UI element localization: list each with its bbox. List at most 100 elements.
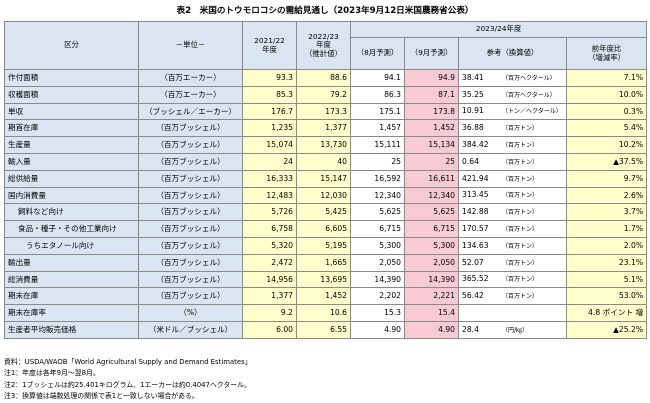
value-sep-forecast: 14,390 bbox=[404, 270, 459, 289]
table-header: 区分 －単位－ 2021/22 年度 2022/23 年度 （推計値） 2023… bbox=[4, 21, 648, 70]
value-2022: 6.55 bbox=[296, 320, 351, 339]
value-aug-forecast: 86.3 bbox=[350, 85, 405, 104]
converted-unit: （百万トン） bbox=[502, 276, 539, 284]
header-2021: 2021/22 年度 bbox=[242, 21, 297, 70]
note-2: 注2：1ブッシェルは約25.401キログラム、1エーカーは約0.4047ヘクター… bbox=[4, 380, 251, 389]
value-yoy-change: 7.1% bbox=[565, 69, 648, 87]
value-sep-forecast: 2,221 bbox=[404, 287, 459, 306]
converted-unit: （百万トン） bbox=[502, 209, 539, 217]
value-sep-forecast: 5,625 bbox=[404, 203, 459, 222]
converted-value: 365.52 bbox=[462, 274, 489, 284]
value-converted: 10.91 （トン／ヘクタール） bbox=[458, 102, 567, 121]
row-item: 単収 bbox=[4, 102, 139, 121]
value-sep-forecast: 1,452 bbox=[404, 119, 459, 138]
note-source: 資料：USDA/WAOB「World Agricultural Supply a… bbox=[4, 358, 252, 366]
value-yoy-change: 4.8 ポイント 増 bbox=[565, 304, 648, 322]
value-2021: 24 bbox=[242, 152, 297, 171]
table-title: 表2 米国のトウモロコシの需給見通し（2023年9月12日米国農務省公表） bbox=[176, 6, 474, 16]
table-row: 期末在庫 （百万ブッシェル） 1,377 1,452 2,202 2,221 56.42 （百… bbox=[4, 287, 648, 306]
value-sep-forecast: 173.8 bbox=[404, 102, 459, 121]
row-item: うちエタノール向け bbox=[4, 236, 139, 255]
value-aug-forecast: 14,390 bbox=[350, 270, 405, 289]
value-2021: 5,726 bbox=[242, 203, 297, 222]
header-aug: （8月予測） bbox=[350, 37, 405, 70]
value-sep-forecast: 15.4 bbox=[404, 304, 459, 322]
row-unit: （百万ブッシェル） bbox=[138, 220, 243, 238]
value-converted: 142.88 （百万トン） bbox=[458, 203, 567, 222]
value-2021: 14,956 bbox=[242, 270, 297, 289]
table-row: 輸入量 （百万ブッシェル） 24 40 25 25 0.64 （百万トン） ▲37.5% bbox=[4, 152, 648, 171]
value-sep-forecast: 5,300 bbox=[404, 236, 459, 255]
value-sep-forecast: 6,715 bbox=[404, 220, 459, 238]
converted-value: 170.57 bbox=[462, 224, 489, 234]
header-2023: 2023/24年度 bbox=[349, 21, 648, 38]
value-converted: 365.52 （百万トン） bbox=[458, 270, 567, 289]
value-2021: 176.7 bbox=[242, 102, 297, 121]
value-yoy-change: 23.1% bbox=[565, 253, 648, 272]
value-converted: 56.42 （百万トン） bbox=[458, 287, 567, 306]
row-unit: （百万ブッシェル） bbox=[138, 136, 243, 154]
header-chg: 前年度比 （増減率） bbox=[565, 37, 648, 70]
table-row: 輸出量 （百万ブッシェル） 2,472 1,665 2,050 2,050 52.07 （百万… bbox=[4, 253, 648, 272]
value-2021: 15,074 bbox=[242, 136, 297, 154]
table-row: 国内消費量 （百万ブッシェル） 12,483 12,030 12,340 12,340 31… bbox=[4, 186, 648, 205]
value-aug-forecast: 175.1 bbox=[350, 102, 405, 121]
value-yoy-change: 1.7% bbox=[565, 220, 648, 238]
row-item: 期首在庫 bbox=[4, 119, 139, 138]
value-2022: 15,147 bbox=[296, 169, 351, 188]
note-3: 注3：換算値は端数処理の関係で表1と一致しない場合がある。 bbox=[4, 391, 199, 400]
table-row: 生産量 （百万ブッシェル） 15,074 13,730 15,111 15,134 384.… bbox=[4, 136, 648, 154]
converted-unit: （百万ヘクタール） bbox=[502, 74, 556, 82]
row-item: 国内消費量 bbox=[4, 186, 139, 205]
value-2021: 9.2 bbox=[242, 304, 297, 322]
value-sep-forecast: 94.9 bbox=[404, 69, 459, 87]
converted-value: 421.94 bbox=[462, 173, 489, 183]
converted-unit: （百万トン） bbox=[502, 125, 539, 133]
value-sep-forecast: 4.90 bbox=[404, 320, 459, 339]
supply-demand-table: 区分 －単位－ 2021/22 年度 2022/23 年度 （推計値） 2023… bbox=[4, 21, 648, 339]
header-2021-text: 2021/22 年度 bbox=[254, 35, 285, 54]
row-item: 飼料など向け bbox=[4, 203, 139, 222]
converted-value: 28.4 bbox=[462, 324, 479, 334]
value-yoy-change: ▲25.2% bbox=[565, 320, 648, 339]
row-unit: （百万ブッシェル） bbox=[138, 203, 243, 222]
value-2022: 40 bbox=[296, 152, 351, 171]
value-converted: 134.63 （百万トン） bbox=[458, 236, 567, 255]
row-item: 期末在庫率 bbox=[4, 304, 139, 322]
table-row: 生産者平均販売価格 （米ドル／ブッシェル） 6.00 6.55 4.90 4.90 28.4… bbox=[4, 320, 648, 339]
value-sep-forecast: 87.1 bbox=[404, 85, 459, 104]
value-converted: 384.42 （百万トン） bbox=[458, 136, 567, 154]
value-2022: 10.6 bbox=[296, 304, 351, 322]
converted-unit: （百万トン） bbox=[502, 175, 539, 183]
table-row: 総消費量 （百万ブッシェル） 14,956 13,695 14,390 14,390 365… bbox=[4, 270, 648, 289]
row-item: 生産者平均販売価格 bbox=[4, 320, 139, 339]
value-aug-forecast: 5,300 bbox=[350, 236, 405, 255]
value-converted: 170.57 （百万トン） bbox=[458, 220, 567, 238]
converted-unit: （百万トン） bbox=[502, 242, 539, 250]
converted-unit: （百万トン） bbox=[502, 192, 539, 200]
value-2021: 5,320 bbox=[242, 236, 297, 255]
row-unit: （百万エーカー） bbox=[138, 69, 243, 87]
row-unit: （ブッシェル／エーカー） bbox=[138, 102, 243, 121]
row-item: 食品・種子・その他工業向け bbox=[4, 220, 139, 238]
converted-value: 56.42 bbox=[462, 291, 484, 301]
converted-value: 52.07 bbox=[462, 257, 484, 267]
value-converted: 36.88 （百万トン） bbox=[458, 119, 567, 138]
converted-value: 36.88 bbox=[462, 123, 484, 133]
converted-unit: （百万トン） bbox=[502, 142, 539, 150]
value-2022: 1,377 bbox=[296, 119, 351, 138]
value-yoy-change: 9.7% bbox=[565, 169, 648, 188]
row-unit: （百万エーカー） bbox=[138, 85, 243, 104]
value-sep-forecast: 16,611 bbox=[404, 169, 459, 188]
value-2022: 173.3 bbox=[296, 102, 351, 121]
row-item: 生産量 bbox=[4, 136, 139, 154]
row-unit: （米ドル／ブッシェル） bbox=[138, 320, 243, 339]
converted-unit: （百万トン） bbox=[502, 226, 539, 234]
value-aug-forecast: 2,050 bbox=[350, 253, 405, 272]
value-2022: 1,452 bbox=[296, 287, 351, 306]
value-2022: 1,665 bbox=[296, 253, 351, 272]
row-unit: （百万ブッシェル） bbox=[138, 152, 243, 171]
value-yoy-change: 10.2% bbox=[565, 136, 648, 154]
value-2022: 88.6 bbox=[296, 69, 351, 87]
row-unit: （%） bbox=[138, 304, 243, 322]
